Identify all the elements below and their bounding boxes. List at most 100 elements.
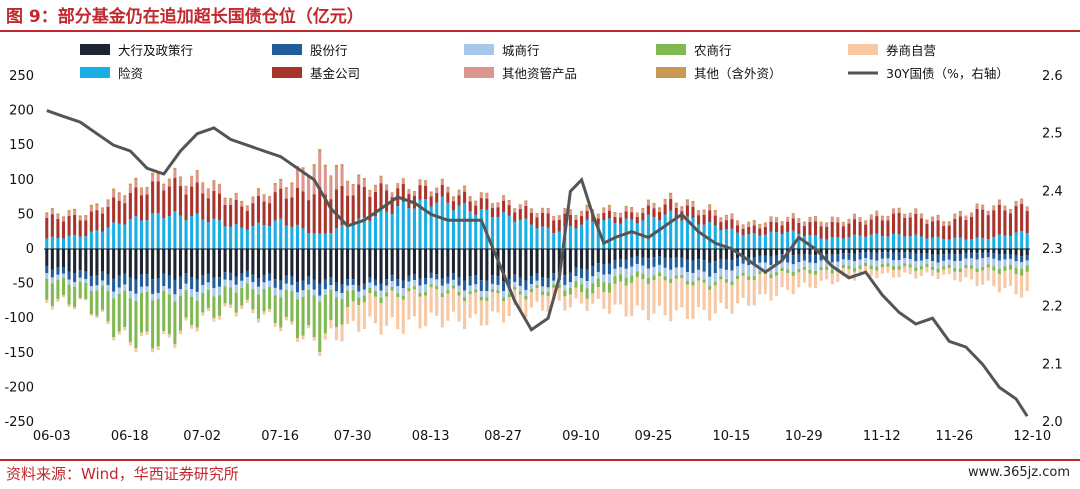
bar-segment — [535, 273, 539, 281]
bar-segment — [229, 287, 233, 305]
bar-segment — [691, 203, 695, 207]
bar-segment — [295, 292, 299, 300]
legend-label: 其他资管产品 — [502, 66, 577, 81]
bar-segment — [780, 234, 784, 249]
bar-segment — [568, 249, 572, 273]
bar-segment — [100, 285, 105, 310]
bar-segment — [390, 197, 394, 215]
bar-segment — [195, 171, 199, 183]
bar-segment — [591, 276, 595, 284]
bar-segment — [95, 290, 99, 316]
bar-segment — [858, 235, 862, 249]
bar-segment — [290, 276, 294, 285]
bar-segment — [407, 190, 411, 194]
bar-segment — [619, 217, 623, 224]
bar-segment — [379, 209, 383, 249]
bar-segment — [128, 219, 132, 249]
bar-segment — [535, 285, 539, 289]
bar-segment — [947, 268, 951, 275]
bar-segment — [997, 201, 1001, 205]
bar-segment — [485, 291, 489, 298]
x-tick-label: 06-03 — [33, 429, 71, 444]
bar-stack — [351, 183, 355, 321]
bar-segment — [930, 266, 935, 271]
bar-stack — [256, 188, 261, 323]
bar-segment — [479, 296, 483, 301]
bar-stack — [145, 186, 149, 335]
bar-segment — [429, 191, 433, 194]
bar-segment — [697, 212, 701, 216]
bar-segment — [67, 249, 71, 272]
bar-segment — [212, 287, 216, 297]
bar-segment — [1020, 198, 1024, 201]
bar-segment — [390, 275, 394, 282]
legend-swatch — [656, 67, 686, 78]
bar-segment — [117, 200, 121, 224]
bar-segment — [596, 224, 600, 249]
bar-segment — [390, 192, 394, 194]
bar-segment — [535, 249, 539, 274]
bar-segment — [619, 212, 623, 215]
bar-segment — [680, 278, 684, 308]
bar-segment — [429, 206, 433, 249]
bar-segment — [830, 249, 834, 255]
bar-stack — [930, 216, 935, 277]
bar-segment — [624, 285, 628, 317]
bar-segment — [440, 178, 444, 182]
bar-segment — [379, 297, 383, 304]
bar-segment — [813, 215, 818, 218]
bar-segment — [730, 215, 734, 220]
bar-segment — [541, 277, 545, 287]
bar-segment — [775, 222, 779, 233]
bar-segment — [930, 261, 935, 267]
bar-segment — [858, 218, 862, 222]
bar-segment — [674, 257, 678, 268]
bar-stack — [669, 192, 673, 322]
bar-segment — [167, 249, 171, 276]
bar-segment — [518, 249, 522, 278]
bar-segment — [529, 224, 533, 249]
bar-segment — [836, 217, 840, 219]
bar-stack — [362, 177, 366, 329]
bar-segment — [763, 223, 767, 227]
bar-segment — [334, 189, 338, 229]
bar-segment — [396, 296, 400, 330]
bar-segment — [1003, 271, 1007, 289]
bar-segment — [256, 318, 261, 323]
bar-stack — [279, 178, 283, 332]
bar-segment — [167, 275, 171, 289]
bar-segment — [513, 281, 517, 287]
x-tick-label: 08-27 — [484, 429, 522, 444]
bar-segment — [936, 236, 940, 249]
bar-segment — [73, 249, 77, 274]
bar-segment — [240, 249, 244, 274]
bar-segment — [958, 212, 962, 217]
bar-segment — [724, 249, 728, 260]
right-tick-label: 2.2 — [1042, 300, 1063, 315]
bar-segment — [802, 249, 806, 254]
bar-segment — [429, 278, 433, 285]
bar-segment — [975, 272, 979, 287]
bar-segment — [936, 272, 940, 280]
bar-segment — [841, 249, 845, 254]
bar-segment — [1020, 200, 1024, 204]
bar-segment — [234, 292, 238, 313]
bar-segment — [607, 206, 611, 211]
bar-segment — [117, 223, 121, 249]
bar-stack — [318, 149, 322, 356]
bar-segment — [691, 260, 695, 274]
bar-segment — [724, 279, 728, 283]
bar-segment — [401, 183, 405, 202]
bar-segment — [518, 294, 522, 312]
bar-segment — [346, 290, 350, 308]
bar-segment — [574, 287, 578, 299]
bar-segment — [262, 249, 266, 275]
bar-segment — [1014, 274, 1018, 295]
bar-segment — [580, 292, 584, 304]
bar-segment — [223, 199, 227, 205]
bar-segment — [45, 217, 49, 239]
bar-stack — [334, 164, 338, 341]
bar-segment — [373, 296, 377, 324]
bar-segment — [1014, 255, 1018, 262]
bar-segment — [541, 209, 545, 213]
